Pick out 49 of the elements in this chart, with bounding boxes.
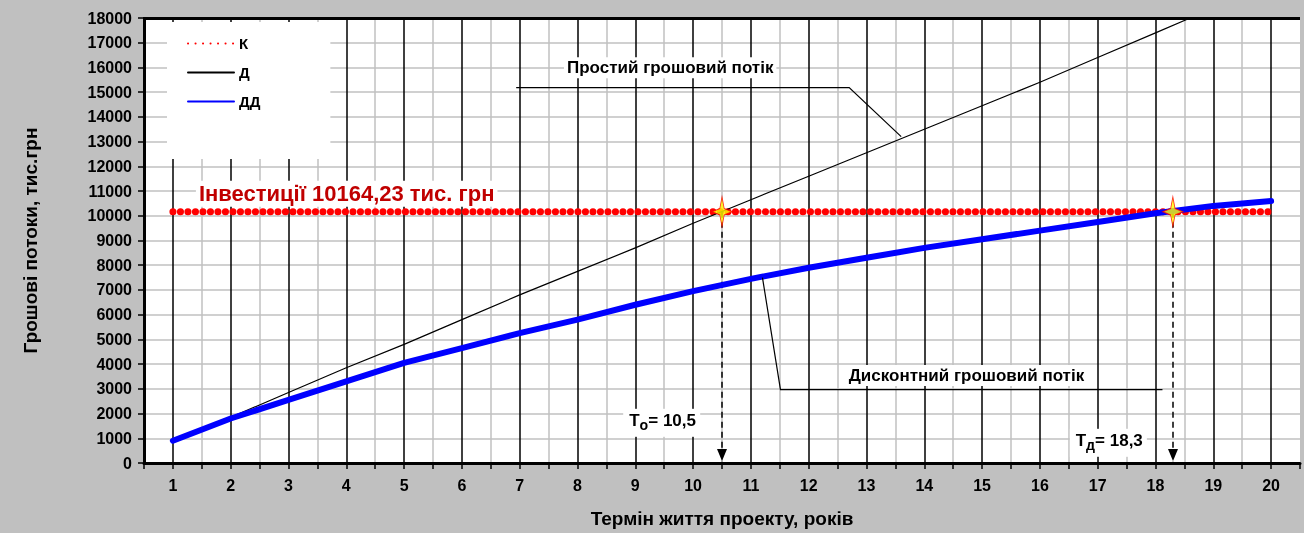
x-tick-label: 2 bbox=[226, 476, 236, 494]
y-axis-title: Грошові потоки, тис.грн bbox=[20, 127, 41, 354]
y-tick-label: 7000 bbox=[96, 281, 133, 299]
x-tick-label: 8 bbox=[573, 476, 583, 494]
x-tick-label: 14 bbox=[915, 476, 934, 494]
x-tick-label: 4 bbox=[341, 476, 351, 494]
y-tick-label: 2000 bbox=[96, 405, 133, 423]
x-tick-label: 18 bbox=[1146, 476, 1165, 494]
y-tick-label: 0 bbox=[123, 454, 133, 472]
x-tick-label: 7 bbox=[515, 476, 525, 494]
x-tick-label: 5 bbox=[399, 476, 409, 494]
y-tick-label: 4000 bbox=[96, 355, 133, 373]
y-tick-label: 8000 bbox=[96, 256, 133, 274]
y-tick-label: 9000 bbox=[96, 232, 133, 249]
y-tick-label: 5000 bbox=[96, 330, 133, 348]
x-tick-label: 9 bbox=[630, 476, 640, 494]
x-tick-label: 13 bbox=[857, 476, 876, 494]
annotation: Дисконтний грошовий потік bbox=[848, 366, 1085, 386]
x-tick-label: 6 bbox=[457, 476, 467, 494]
y-tick-label: 3000 bbox=[96, 380, 133, 398]
y-tick-label: 11000 bbox=[88, 182, 133, 200]
x-axis-title: Термін життя проекту, років bbox=[590, 508, 854, 529]
x-tick-label: 16 bbox=[1031, 476, 1049, 494]
x-tick-label: 10 bbox=[684, 476, 703, 494]
y-tick-label: 1000 bbox=[96, 429, 133, 447]
ref-line-label: Т$_{д}$= 18,3 bbox=[1069, 428, 1147, 458]
y-tick-label: 13000 bbox=[87, 133, 133, 151]
legend-label: ДД bbox=[239, 93, 261, 110]
x-tick-label: 3 bbox=[284, 476, 294, 494]
y-tick-label: 17000 bbox=[87, 34, 133, 52]
legend-label: Д bbox=[239, 64, 250, 81]
y-tick-label: 12000 bbox=[87, 157, 133, 175]
x-tick-label: 12 bbox=[799, 476, 818, 494]
annotation: Простий грошовий потік bbox=[566, 58, 774, 78]
y-tick-label: 6000 bbox=[96, 306, 133, 324]
y-tick-label: 14000 bbox=[87, 108, 133, 126]
legend-label: К bbox=[239, 35, 249, 52]
y-tick-label: 15000 bbox=[87, 83, 133, 101]
ref-line-label: Т$_{о}$= 10,5 bbox=[623, 408, 700, 438]
annotation: Інвестиції 10164,23 тис. грн bbox=[198, 181, 495, 207]
x-tick-label: 1 bbox=[168, 476, 178, 494]
x-tick-label: 15 bbox=[973, 476, 992, 494]
y-tick-label: 16000 bbox=[87, 58, 133, 76]
x-tick-label: 11 bbox=[742, 476, 760, 494]
x-tick-label: 17 bbox=[1088, 476, 1107, 494]
y-tick-label: 10000 bbox=[87, 207, 133, 225]
x-tick-label: 19 bbox=[1204, 476, 1223, 494]
y-tick-label: 18000 bbox=[87, 9, 133, 27]
x-tick-label: 20 bbox=[1262, 476, 1281, 494]
